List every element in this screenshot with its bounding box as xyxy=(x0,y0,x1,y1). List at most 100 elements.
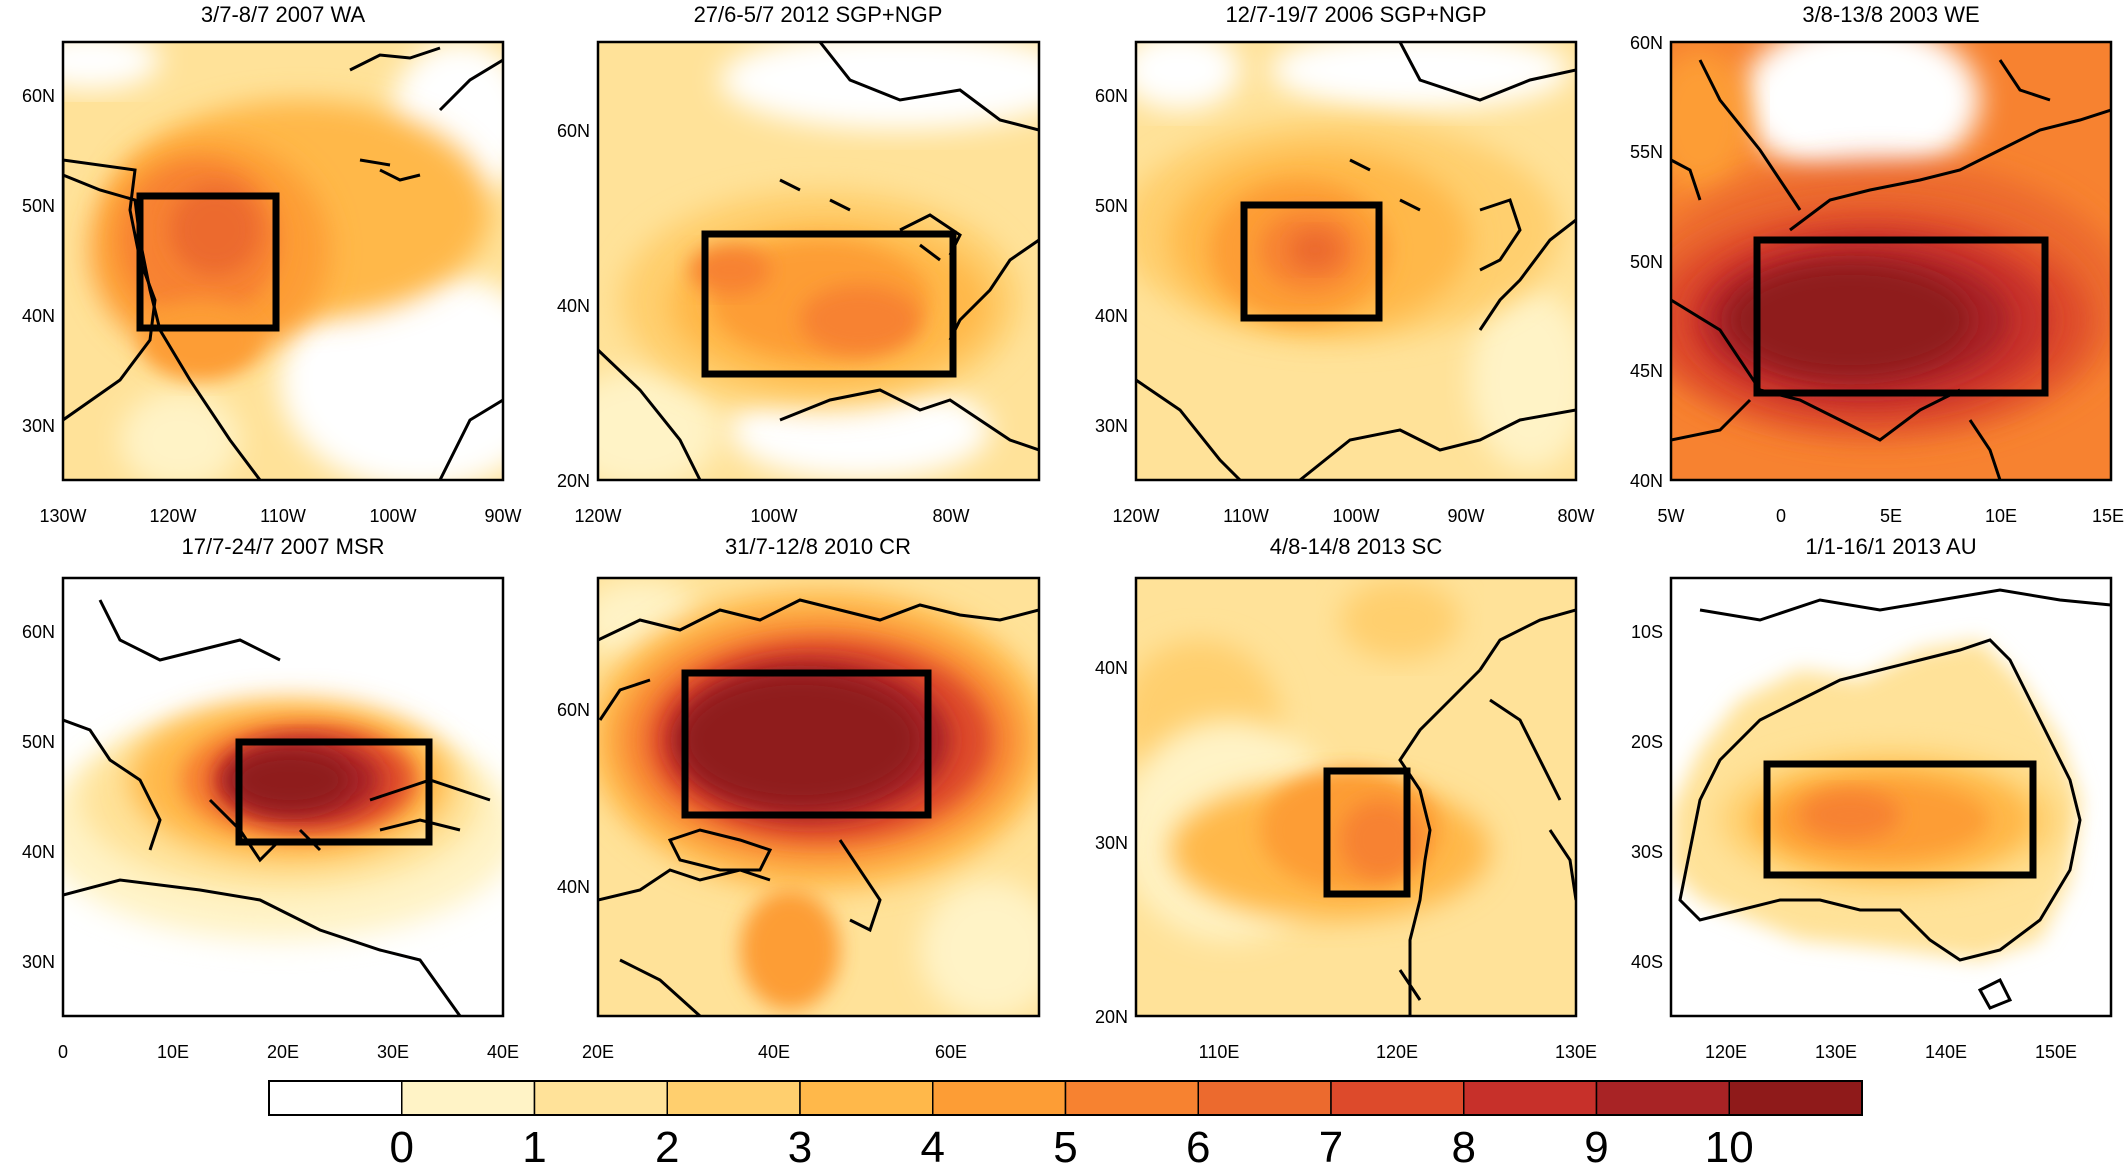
colorbar-label: 0 xyxy=(390,1123,414,1170)
map-panel-7: 4/8-14/8 2013 SC 110E 120E 130E 20N 30N … xyxy=(1095,534,1597,1062)
colorbar-swatch xyxy=(1330,1080,1465,1116)
colorbar: 0 1 2 3 4 5 6 7 8 9 10 xyxy=(268,1080,1863,1170)
x-tick-label: 30E xyxy=(377,1042,409,1062)
x-tick-label: 20E xyxy=(582,1042,614,1062)
y-tick-label: 50N xyxy=(1095,196,1128,216)
colorbar-swatch xyxy=(533,1080,668,1116)
panel-title: 3/7-8/7 2007 WA xyxy=(201,2,366,27)
study-region-box xyxy=(1323,767,1411,898)
y-tick-label: 60N xyxy=(22,622,55,642)
heat-field xyxy=(1136,578,1576,1016)
y-tick-label: 20N xyxy=(1095,1007,1128,1027)
x-tick-label: 130E xyxy=(1815,1042,1857,1062)
y-axis: 20N 30N 40N xyxy=(1095,658,1128,1027)
heat-field xyxy=(598,42,1039,480)
y-tick-label: 40N xyxy=(1095,306,1128,326)
y-tick-label: 55N xyxy=(1630,142,1663,162)
x-tick-label: 130W xyxy=(39,506,86,526)
heat-field xyxy=(63,42,503,480)
y-axis: 40S 30S 20S 10S xyxy=(1631,622,1663,972)
panel-title: 17/7-24/7 2007 MSR xyxy=(181,534,384,559)
map-panel-2: 27/6-5/7 2012 SGP+NGP 120W 100W 80W xyxy=(557,2,1041,526)
map-panel-1: 3/7-8/7 2007 WA 130W 120W 110W 1 xyxy=(22,2,522,526)
x-tick-label: 120W xyxy=(574,506,621,526)
colorbar-swatch xyxy=(1064,1080,1199,1116)
colorbar-label: 4 xyxy=(921,1123,945,1170)
y-tick-label: 60N xyxy=(557,121,590,141)
colorbar-label: 10 xyxy=(1705,1123,1754,1170)
y-tick-label: 40N xyxy=(22,842,55,862)
colorbar-labels: 0 1 2 3 4 5 6 7 8 9 10 xyxy=(390,1123,1754,1170)
y-tick-label: 30S xyxy=(1631,842,1663,862)
colorbar-label: 9 xyxy=(1584,1123,1608,1170)
colorbar-swatch xyxy=(666,1080,801,1116)
x-tick-label: 140E xyxy=(1925,1042,1967,1062)
colorbar-swatch xyxy=(1463,1080,1598,1116)
panel-title: 27/6-5/7 2012 SGP+NGP xyxy=(694,2,943,27)
y-tick-label: 20N xyxy=(557,471,590,491)
x-tick-label: 120E xyxy=(1705,1042,1747,1062)
y-tick-label: 30N xyxy=(22,416,55,436)
x-tick-label: 120W xyxy=(1112,506,1159,526)
x-axis: 0 10E 20E 30E 40E xyxy=(58,1042,519,1062)
colorbar-label: 8 xyxy=(1452,1123,1476,1170)
x-tick-label: 120E xyxy=(1376,1042,1418,1062)
colorbar-label: 7 xyxy=(1319,1123,1343,1170)
study-region-box xyxy=(235,738,433,846)
map-panel-3: 12/7-19/7 2006 SGP+NGP 120W 110W 100W 90… xyxy=(1095,2,1595,526)
x-tick-label: 40E xyxy=(487,1042,519,1062)
y-tick-label: 40N xyxy=(1095,658,1128,678)
colorbar-label: 2 xyxy=(655,1123,679,1170)
study-region-box xyxy=(136,192,280,332)
x-tick-label: 15E xyxy=(2092,506,2124,526)
map-panel-8: 1/1-16/1 2013 AU 120E 130E 140E 150E 40S… xyxy=(1631,534,2113,1062)
x-tick-label: 10E xyxy=(1985,506,2017,526)
x-tick-label: 120W xyxy=(149,506,196,526)
x-tick-label: 110E xyxy=(1199,1042,1240,1062)
map-panel-5: 17/7-24/7 2007 MSR 0 10E 20E 30E 40E xyxy=(22,534,519,1062)
y-axis: 40N 45N 50N 55N 60N xyxy=(1630,33,1663,491)
study-region-box xyxy=(1763,760,2037,879)
map-frame xyxy=(61,576,505,1018)
map-frame xyxy=(61,40,505,482)
y-tick-label: 60N xyxy=(1630,33,1663,53)
x-tick-label: 100W xyxy=(369,506,416,526)
colorbar-swatch xyxy=(932,1080,1067,1116)
colorbar-label: 1 xyxy=(522,1123,546,1170)
x-tick-label: 5E xyxy=(1880,506,1902,526)
x-tick-label: 20E xyxy=(267,1042,299,1062)
x-tick-label: 60E xyxy=(935,1042,967,1062)
panel-title: 12/7-19/7 2006 SGP+NGP xyxy=(1225,2,1486,27)
y-tick-label: 30N xyxy=(1095,416,1128,436)
heat-field xyxy=(1671,42,2111,480)
y-tick-label: 45N xyxy=(1630,361,1663,381)
study-region-box xyxy=(1240,201,1383,322)
y-tick-label: 30N xyxy=(1095,833,1128,853)
heat-field xyxy=(63,578,503,1016)
map-panel-4: 3/8-13/8 2003 WE 5W 0 5E 10E 15E xyxy=(1630,2,2124,526)
colorbar-swatch xyxy=(1197,1080,1332,1116)
map-frame xyxy=(1669,576,2113,1018)
y-tick-label: 50N xyxy=(22,196,55,216)
x-axis: 120W 100W 80W xyxy=(574,506,969,526)
colorbar-swatches xyxy=(268,1080,1863,1116)
heat-field xyxy=(1136,42,1576,480)
heat-field xyxy=(1671,578,2111,1016)
y-tick-label: 20S xyxy=(1631,732,1663,752)
panel-title: 1/1-16/1 2013 AU xyxy=(1805,534,1976,559)
colorbar-swatch xyxy=(1728,1080,1863,1116)
map-frame xyxy=(1134,576,1578,1018)
study-region-box xyxy=(701,230,957,378)
y-tick-label: 60N xyxy=(22,86,55,106)
x-axis: 120E 130E 140E 150E xyxy=(1705,1042,2077,1062)
x-tick-label: 100W xyxy=(750,506,797,526)
x-tick-label: 90W xyxy=(484,506,521,526)
panel-title: 4/8-14/8 2013 SC xyxy=(1270,534,1443,559)
x-tick-label: 90W xyxy=(1447,506,1484,526)
colorbar-label: 6 xyxy=(1186,1123,1210,1170)
y-tick-label: 60N xyxy=(1095,86,1128,106)
map-frame xyxy=(1669,40,2113,482)
y-tick-label: 40N xyxy=(557,296,590,316)
colorbar-label: 5 xyxy=(1053,1123,1077,1170)
